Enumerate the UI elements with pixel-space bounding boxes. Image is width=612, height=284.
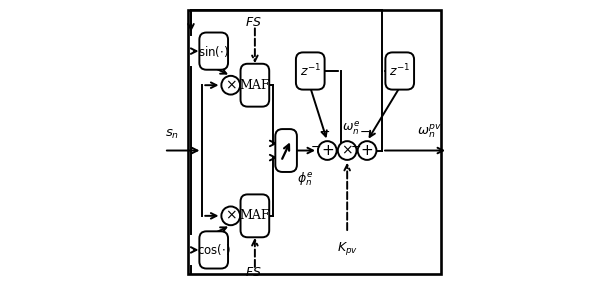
FancyBboxPatch shape <box>275 129 297 172</box>
Text: $\phi_n^e$: $\phi_n^e$ <box>297 170 314 188</box>
Circle shape <box>318 141 337 160</box>
Text: $+$: $+$ <box>321 143 334 158</box>
Text: $-$: $-$ <box>359 125 370 138</box>
Text: $K_{pv}$: $K_{pv}$ <box>337 240 357 257</box>
Text: $\times$: $\times$ <box>225 209 237 223</box>
Text: $+$: $+$ <box>360 143 373 158</box>
FancyBboxPatch shape <box>241 195 269 237</box>
FancyBboxPatch shape <box>386 53 414 90</box>
Circle shape <box>222 206 240 225</box>
FancyBboxPatch shape <box>200 33 228 70</box>
FancyBboxPatch shape <box>241 64 269 107</box>
Text: MAF: MAF <box>240 209 270 222</box>
Circle shape <box>222 76 240 95</box>
Text: $\omega_n^e$: $\omega_n^e$ <box>342 119 360 137</box>
Text: $FS$: $FS$ <box>245 266 262 279</box>
Text: $-$: $-$ <box>319 125 330 138</box>
FancyBboxPatch shape <box>296 53 324 90</box>
Text: $z^{-1}$: $z^{-1}$ <box>300 63 321 79</box>
Text: $s_n$: $s_n$ <box>165 128 179 141</box>
Text: $\sin(\cdot)$: $\sin(\cdot)$ <box>198 44 229 59</box>
Text: $\omega_n^{pv}$: $\omega_n^{pv}$ <box>417 122 442 139</box>
FancyBboxPatch shape <box>200 231 228 269</box>
Text: $z^{-1}$: $z^{-1}$ <box>389 63 410 79</box>
Text: $-$: $-$ <box>310 140 321 153</box>
Text: $\cos(\cdot)$: $\cos(\cdot)$ <box>197 243 231 257</box>
Circle shape <box>357 141 376 160</box>
Text: $\times$: $\times$ <box>341 143 353 158</box>
Text: $-$: $-$ <box>350 140 361 153</box>
Text: MAF: MAF <box>240 79 270 92</box>
Text: $\times$: $\times$ <box>225 78 237 92</box>
Circle shape <box>338 141 357 160</box>
Text: $FS$: $FS$ <box>245 16 262 29</box>
Bar <box>188 10 441 274</box>
